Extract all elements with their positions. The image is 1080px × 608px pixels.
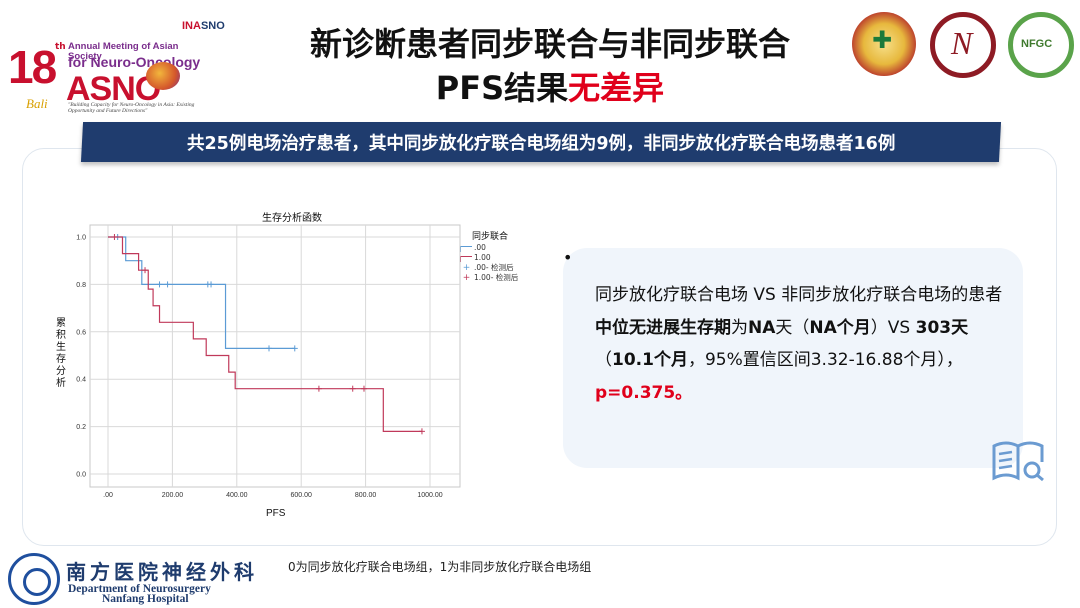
asno-th: th [55, 42, 66, 52]
nfgc-logo: NFGC [1008, 12, 1074, 78]
chart-title: 生存分析函数 [262, 213, 322, 224]
nfgc-label: NFGC [1021, 38, 1053, 50]
military-emblem-icon [852, 12, 916, 76]
hospital-emblem-icon [930, 12, 996, 78]
title-line2: PFS结果无差异 [260, 66, 840, 110]
inasno-logo: INASNO [182, 20, 225, 32]
text-bold: 10.1个月 [612, 350, 688, 370]
hospital-name-cn: 南方医院神经外科 [66, 560, 258, 584]
chart-xlabel: PFS [266, 508, 286, 519]
text-bold: 303天 [915, 317, 969, 338]
text-seg: ）VS [870, 317, 916, 338]
legend-label: .00 [474, 243, 486, 252]
plot-area [89, 224, 461, 488]
legend-label: 1.00 [474, 253, 491, 262]
x-tick-label: 400.00 [226, 492, 248, 499]
x-tick-label: .00 [103, 492, 113, 499]
y-tick-label: 0.6 [76, 329, 86, 336]
text-seg: （ [595, 350, 612, 370]
bullet-marker: • [563, 248, 573, 267]
asno-signature: Bali [26, 96, 48, 111]
text-seg: ，95%置信区间3.32-16.88个月）， [687, 350, 963, 370]
hospital-name-en: Nanfang Hospital [102, 593, 189, 605]
y-tick-label: 1.0 [76, 235, 86, 242]
y-tick-label: 0.8 [76, 282, 86, 289]
censor-plus-icon: + [462, 273, 471, 283]
legend-label: .00- 检测后 [474, 263, 514, 272]
censor-plus-icon: + [462, 263, 471, 273]
result-card [563, 248, 1023, 468]
asno-name: ASNO [66, 70, 161, 108]
p-value: p=0.375。 [595, 382, 693, 403]
inasno-prefix: INA [182, 20, 201, 32]
title-line2-prefix: PFS结果 [435, 69, 569, 107]
x-tick-label: 200.00 [162, 492, 184, 499]
chart-ylabel: 累积生存分析 [56, 318, 66, 389]
text-bold: NA [748, 317, 776, 338]
hospital-logo-icon [8, 553, 60, 605]
asno-tagline: "Building Capacity for Neuro-Oncology in… [68, 102, 195, 114]
legend-item: +1.00- 检测后 [460, 273, 519, 283]
asno-logo: 18 th Annual Meeting of Asian Society fo… [8, 18, 258, 114]
y-tick-label: 0.4 [76, 377, 86, 384]
result-text: 同步放化疗联合电场 VS 非同步放化疗联合电场的患者中位无进展生存期为NA天（N… [595, 279, 1010, 409]
x-tick-label: 800.00 [355, 492, 377, 499]
text-bold: 中位无进展生存期 [595, 317, 731, 338]
text-seg: 为 [731, 317, 748, 338]
y-tick-label: 0.2 [76, 424, 86, 431]
title-line1: 新诊断患者同步联合与非同步联合 [309, 25, 790, 63]
book-search-icon [992, 441, 1044, 482]
hospital-dept-en: Department of Neurosurgery [68, 583, 211, 595]
y-tick-label: 0.0 [76, 472, 86, 479]
inasno-suffix: SNO [200, 20, 225, 32]
legend-title: 同步联合 [472, 232, 509, 242]
legend-label: 1.00- 检测后 [474, 273, 519, 282]
title-highlight: 无差异 [568, 69, 665, 107]
series-line [108, 236, 422, 432]
page-title: 新诊断患者同步联合与非同步联合 PFS结果无差异 [260, 22, 840, 110]
x-tick-label: 600.00 [290, 492, 312, 499]
group-note: 0为同步放化疗联合电场组，1为非同步放化疗联合电场组 [288, 560, 592, 574]
brain-icon [146, 62, 180, 90]
text-seg: 同步放化疗联合电场 VS 非同步放化疗联合电场的患者 [595, 285, 1003, 305]
asno-annual: Annual Meeting of Asian Society [68, 41, 179, 62]
text-seg: 天（ [775, 317, 810, 338]
asno-number: 18 [8, 41, 57, 93]
text-bold: NA个月 [809, 317, 871, 338]
series-line [108, 236, 295, 349]
legend-item: + .00- 检测后 [460, 263, 518, 273]
x-tick-label: 1000.00 [417, 492, 442, 499]
